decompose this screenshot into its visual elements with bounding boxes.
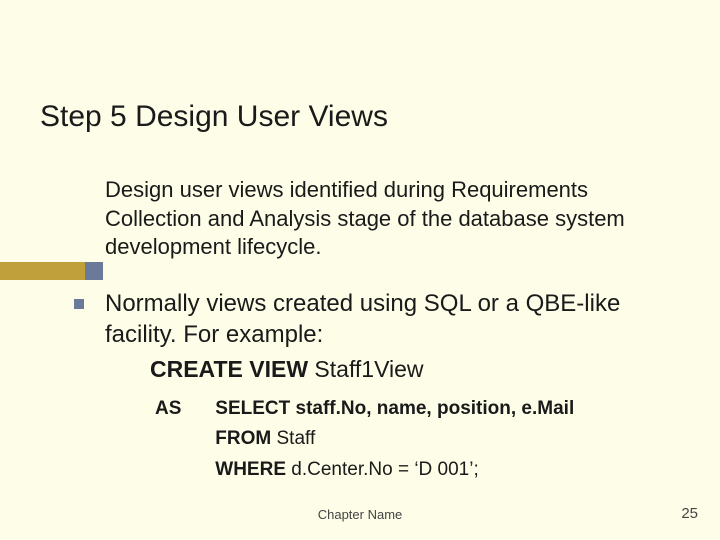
sql-create-line: CREATE VIEW Staff1View [150, 356, 424, 383]
select-keyword: SELECT [215, 398, 295, 419]
sql-lines: SELECT staff.No, name, position, e.Mail … [215, 394, 574, 485]
intro-paragraph: Design user views identified during Requ… [105, 176, 675, 262]
accent-square-blue [85, 262, 103, 280]
select-columns: staff.No, name, position, e.Mail [296, 398, 575, 419]
view-name: Staff1View [314, 356, 423, 382]
select-line: SELECT staff.No, name, position, e.Mail [215, 394, 574, 424]
accent-bar-gold [0, 262, 85, 280]
where-keyword: WHERE [215, 459, 291, 480]
sql-block: AS SELECT staff.No, name, position, e.Ma… [155, 394, 574, 485]
create-view-keyword: CREATE VIEW [150, 356, 314, 382]
from-line: FROM Staff [215, 424, 574, 454]
slide-title: Step 5 Design User Views [40, 100, 388, 134]
footer-chapter: Chapter Name [0, 507, 720, 522]
body-paragraph: Normally views created using SQL or a QB… [105, 288, 675, 350]
from-keyword: FROM [215, 428, 276, 449]
where-clause: d.Center.No = ‘D 001’; [291, 459, 478, 480]
where-line: WHERE d.Center.No = ‘D 001’; [215, 455, 574, 485]
page-number: 25 [681, 505, 698, 522]
as-keyword: AS [155, 394, 210, 424]
from-table: Staff [277, 428, 316, 449]
bullet-square-icon [74, 299, 84, 309]
